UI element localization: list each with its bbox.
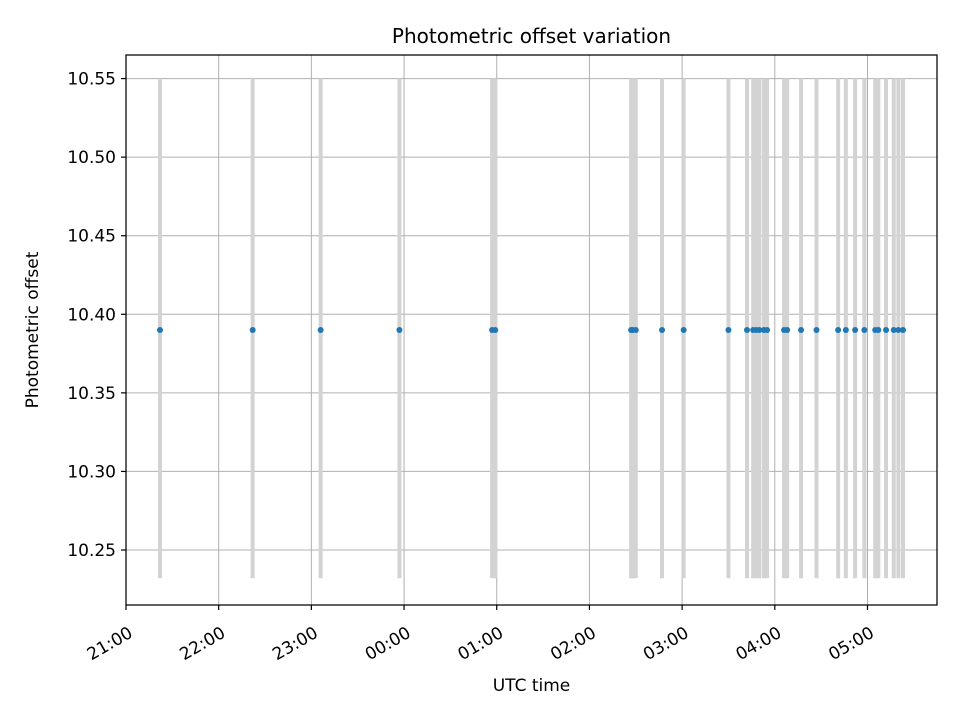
data-point [743,327,750,333]
data-point [813,327,820,333]
data-point [798,327,805,333]
data-point [875,327,882,333]
y-tick-label: 10.30 [67,462,116,482]
data-point [156,327,163,333]
data-point [764,327,771,333]
data-point [900,327,907,333]
data-point [756,327,763,333]
data-point [835,327,842,333]
data-point [659,327,666,333]
y-axis-title: Photometric offset [23,251,43,408]
plot-frame [125,54,938,606]
data-point [396,327,403,333]
y-tick-label: 10.35 [67,384,116,404]
point-layer [156,327,907,333]
data-point [842,327,849,333]
data-point [317,327,324,333]
data-point [249,327,256,333]
y-tick-label: 10.40 [67,305,116,325]
y-tick-label: 10.25 [67,541,116,561]
data-point [861,327,868,333]
data-point [895,327,902,333]
y-tick-label: 10.50 [67,148,116,168]
y-tick-label: 10.55 [67,70,116,90]
data-point [883,327,890,333]
chart-title: Photometric offset variation [392,24,671,48]
data-point [725,327,732,333]
y-tick-label: 10.45 [67,227,116,247]
data-point [632,327,639,333]
data-point [852,327,859,333]
x-axis-title: UTC time [493,676,571,696]
data-point [890,327,897,333]
data-point [680,327,687,333]
data-point [492,327,499,333]
data-point [784,327,791,333]
